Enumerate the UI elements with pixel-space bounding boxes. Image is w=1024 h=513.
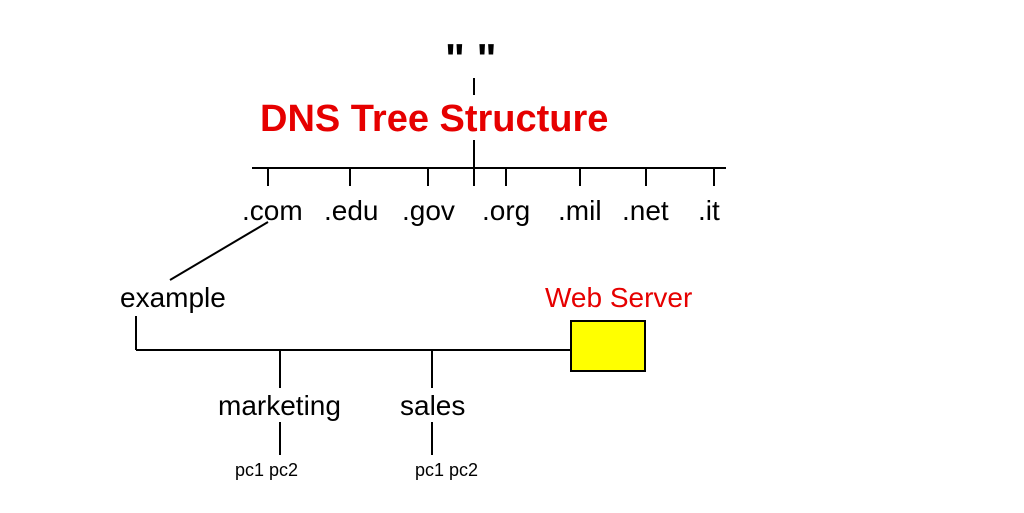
tld-node: .mil	[558, 195, 602, 227]
tld-node: .com	[242, 195, 303, 227]
diagram-title: DNS Tree Structure	[260, 98, 608, 141]
web-server-box	[570, 320, 646, 372]
tld-node: .org	[482, 195, 530, 227]
example-node: example	[120, 282, 226, 314]
web-server-label: Web Server	[545, 282, 692, 314]
tld-node: .edu	[324, 195, 379, 227]
tree-edges	[0, 0, 1024, 513]
root-node-label: " "	[445, 35, 497, 83]
subdomain-node: sales	[400, 390, 465, 422]
tld-node: .it	[698, 195, 720, 227]
host-node: pc1 pc2	[235, 460, 298, 481]
tld-node: .net	[622, 195, 669, 227]
host-node: pc1 pc2	[415, 460, 478, 481]
subdomain-node: marketing	[218, 390, 341, 422]
tld-node: .gov	[402, 195, 455, 227]
